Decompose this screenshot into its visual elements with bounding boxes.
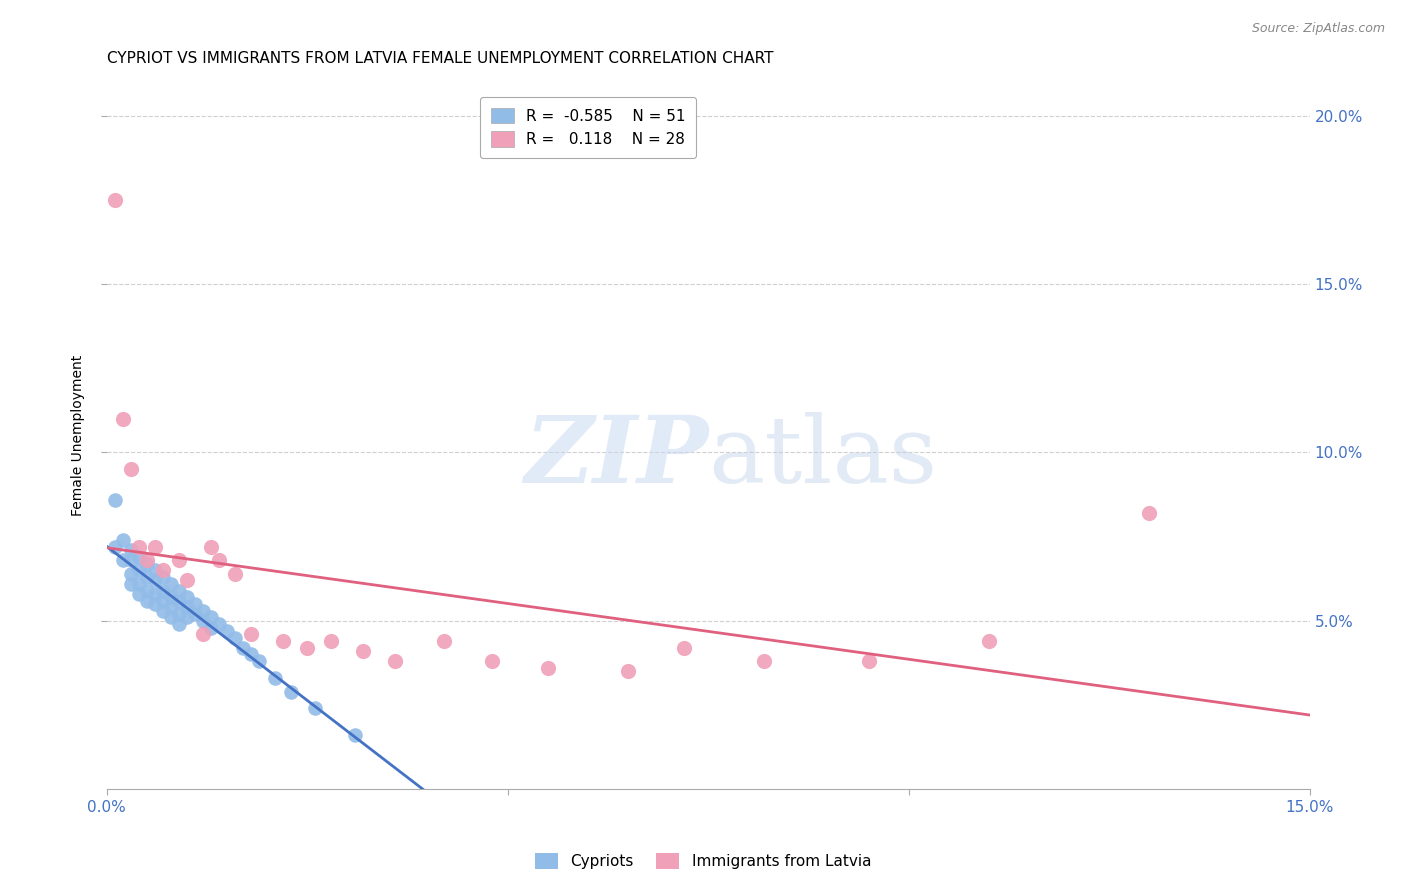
Point (200, 540, 222, 554)
Point (321, 634, 343, 648)
Point (167, 593, 190, 607)
Point (167, 617, 190, 632)
Text: CYPRIOT VS IMMIGRANTS FROM LATVIA FEMALE UNEMPLOYMENT CORRELATION CHART: CYPRIOT VS IMMIGRANTS FROM LATVIA FEMALE… (107, 51, 773, 66)
Point (297, 640, 319, 655)
Point (184, 597, 207, 611)
Point (304, 701, 326, 715)
Point (104, 540, 127, 554)
Point (111, 533, 134, 547)
Point (176, 600, 198, 615)
Point (120, 553, 142, 567)
Point (143, 597, 166, 611)
Point (143, 587, 166, 601)
Point (135, 557, 157, 571)
Text: ZIP: ZIP (524, 412, 709, 502)
Point (128, 576, 150, 591)
Point (152, 604, 174, 618)
Point (128, 540, 150, 554)
Point (135, 553, 157, 567)
Point (135, 593, 157, 607)
Point (191, 614, 214, 628)
Point (232, 640, 254, 655)
Point (176, 610, 198, 624)
Point (240, 648, 263, 662)
Point (160, 600, 183, 615)
Point (271, 634, 294, 648)
Point (167, 607, 190, 621)
Point (128, 587, 150, 601)
Point (143, 540, 166, 554)
Point (754, 654, 776, 668)
Point (176, 591, 198, 605)
Point (120, 543, 142, 558)
Point (104, 492, 127, 507)
Point (280, 684, 302, 698)
Point (120, 566, 142, 581)
Point (152, 563, 174, 577)
Point (143, 563, 166, 577)
Point (160, 591, 183, 605)
Point (167, 553, 190, 567)
Point (200, 610, 222, 624)
Y-axis label: Female Unemployment: Female Unemployment (72, 355, 86, 516)
Point (673, 640, 696, 655)
Point (111, 412, 134, 426)
Point (208, 617, 231, 632)
Point (352, 644, 374, 658)
Text: Source: ZipAtlas.com: Source: ZipAtlas.com (1251, 22, 1385, 36)
Point (111, 553, 134, 567)
Legend: R =  -0.585    N = 51, R =   0.118    N = 28: R = -0.585 N = 51, R = 0.118 N = 28 (479, 97, 696, 158)
Point (120, 576, 142, 591)
Point (240, 627, 263, 641)
Point (224, 566, 246, 581)
Point (1137, 506, 1160, 520)
Point (152, 570, 174, 584)
Point (120, 462, 142, 476)
Point (128, 549, 150, 564)
Point (104, 193, 127, 207)
Point (215, 624, 238, 638)
Point (176, 574, 198, 588)
Point (617, 665, 640, 679)
Point (152, 593, 174, 607)
Point (247, 654, 270, 668)
Point (977, 634, 1000, 648)
Point (224, 631, 246, 645)
Point (384, 654, 406, 668)
Point (191, 627, 214, 641)
Point (481, 654, 503, 668)
Point (167, 583, 190, 598)
Point (160, 610, 183, 624)
Point (537, 661, 560, 675)
Point (191, 604, 214, 618)
Point (143, 574, 166, 588)
Text: atlas: atlas (709, 412, 938, 502)
Point (152, 583, 174, 598)
Legend: Cypriots, Immigrants from Latvia: Cypriots, Immigrants from Latvia (529, 847, 877, 875)
Point (264, 671, 287, 685)
Point (160, 576, 183, 591)
Point (344, 728, 367, 742)
Point (135, 583, 157, 598)
Point (208, 553, 231, 567)
Point (135, 570, 157, 584)
Point (432, 634, 454, 648)
Point (128, 563, 150, 577)
Point (184, 607, 207, 621)
Point (858, 654, 880, 668)
Point (200, 621, 222, 635)
